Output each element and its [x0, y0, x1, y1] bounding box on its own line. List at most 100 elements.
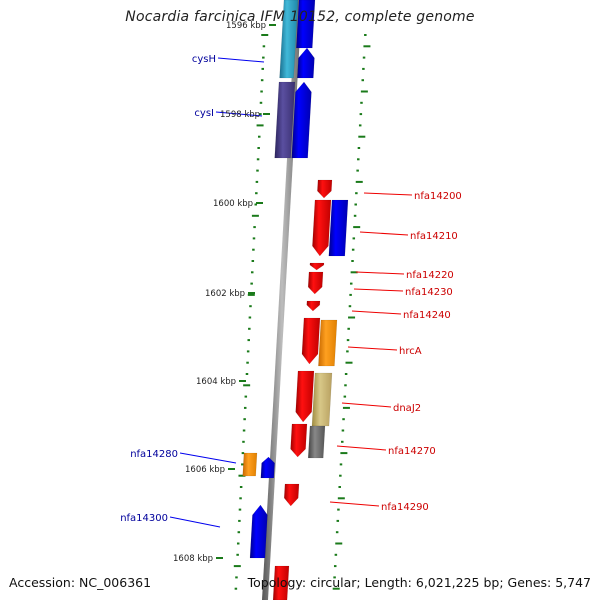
- kbp-tick: [334, 553, 338, 556]
- kbp-tick: [256, 124, 264, 127]
- kbp-tick: [257, 135, 261, 138]
- gene-nfa14300: [249, 504, 268, 559]
- backbone-line: [262, 0, 302, 600]
- kbp-tick: [343, 395, 347, 398]
- kbp-tick: [336, 519, 340, 522]
- gene-features: [242, 0, 349, 600]
- kbp-tick: [248, 327, 251, 330]
- kbp-tick: [353, 214, 357, 217]
- gene-label-hrcA: hrcA: [399, 346, 422, 357]
- gene-label-cysH: cysH: [192, 54, 216, 65]
- kbp-major-tick: [263, 113, 270, 115]
- label-leader-forward: [215, 111, 263, 117]
- label-leader-reverse: [351, 310, 402, 315]
- gene-blue-mid: [328, 199, 349, 257]
- kbp-scale-label: 1606 kbp: [185, 465, 225, 475]
- gene-label-nfa14210: nfa14210: [410, 231, 458, 242]
- kbp-tick: [335, 531, 339, 534]
- gene-nfa14220: [309, 262, 325, 271]
- kbp-tick: [245, 373, 249, 375]
- kbp-tick: [357, 147, 361, 149]
- gene-nfa14280: [260, 456, 275, 479]
- kbp-tick: [251, 260, 255, 262]
- kbp-tick: [364, 34, 367, 36]
- kbp-tick: [333, 565, 337, 568]
- kbp-tick: [335, 542, 343, 545]
- kbp-tick: [262, 45, 266, 48]
- kbp-tick: [362, 56, 366, 59]
- gene-nfa14200: [317, 179, 333, 199]
- kbp-tick: [348, 316, 356, 319]
- kbp-tick: [359, 113, 363, 116]
- kbp-tick: [347, 327, 350, 330]
- kbp-tick: [337, 508, 340, 511]
- gene-nfa14270: [290, 423, 308, 458]
- kbp-tick: [337, 497, 345, 500]
- gene-nfa14290: [283, 483, 300, 507]
- map-title: Nocardia farcinica IFM 10152, complete g…: [125, 9, 475, 25]
- gene-cysI-indigo: [274, 81, 296, 159]
- kbp-tick: [357, 158, 360, 161]
- kbp-tick: [340, 452, 348, 455]
- gene-label-dnaJ2: dnaJ2: [393, 403, 421, 414]
- kbp-tick: [235, 576, 238, 579]
- kbp-scale-label: 1604 kbp: [196, 377, 236, 387]
- kbp-tick: [353, 226, 361, 229]
- kbp-tick: [260, 90, 263, 93]
- label-leader-lines: [169, 57, 413, 528]
- kbp-tick: [242, 440, 245, 443]
- kbp-major-tick: [256, 202, 263, 204]
- kbp-tick: [349, 293, 352, 296]
- kbp-tick: [237, 531, 241, 534]
- kbp-tick: [247, 293, 255, 296]
- kbp-tick: [259, 101, 263, 104]
- kbp-tick: [252, 248, 255, 251]
- kbp-tick: [239, 486, 243, 488]
- gene-label-nfa14280: nfa14280: [130, 449, 178, 460]
- gene-label-nfa14270: nfa14270: [388, 446, 436, 457]
- kbp-tick: [358, 135, 366, 138]
- kbp-scale-label: 1602 kbp: [205, 289, 245, 299]
- genome-backbone: [262, 0, 302, 600]
- label-leader-reverse: [363, 192, 413, 196]
- kbp-tick: [241, 463, 244, 466]
- gene-label-nfa14300: nfa14300: [120, 513, 168, 524]
- kbp-tick: [363, 45, 371, 48]
- kbp-tick: [239, 497, 242, 500]
- gene-top-blue: [296, 0, 316, 49]
- kbp-tick: [352, 237, 356, 240]
- kbp-tick: [361, 79, 365, 82]
- label-leader-reverse: [329, 501, 380, 507]
- kbp-scale-label: 1596 kbp: [226, 21, 266, 31]
- kbp-tick: [262, 56, 265, 59]
- kbp-tick: [250, 282, 253, 285]
- label-leader-forward: [217, 57, 265, 63]
- gene-nfa14230: [307, 271, 324, 295]
- kbp-scale-label: 1600 kbp: [213, 199, 253, 209]
- kbp-tick: [243, 406, 247, 409]
- kbp-tick: [238, 508, 242, 511]
- kbp-tick: [247, 339, 250, 342]
- kbp-tick: [249, 305, 252, 308]
- kbp-major-tick: [269, 24, 276, 26]
- gene-cysH-cyan: [279, 0, 299, 79]
- label-leader-forward: [169, 516, 221, 528]
- kbp-tick: [339, 463, 343, 466]
- kbp-tick: [236, 542, 240, 545]
- kbp-scale-label: 1608 kbp: [173, 554, 213, 564]
- gene-cysI-arrow: [291, 81, 312, 159]
- kbp-tick: [252, 237, 256, 240]
- gene-cysH-arrow: [297, 47, 315, 79]
- kbp-tick: [358, 124, 362, 127]
- gene-label-nfa14230: nfa14230: [405, 287, 453, 298]
- kbp-tick: [260, 79, 264, 82]
- kbp-major-tick: [239, 380, 246, 382]
- kbp-tick: [243, 384, 251, 387]
- kbp-tick: [348, 305, 352, 308]
- kbp-tick: [261, 67, 264, 70]
- kbp-tick: [342, 418, 345, 421]
- label-leader-reverse: [336, 445, 387, 451]
- label-leader-reverse: [359, 231, 409, 236]
- gene-bottom-red: [272, 565, 290, 600]
